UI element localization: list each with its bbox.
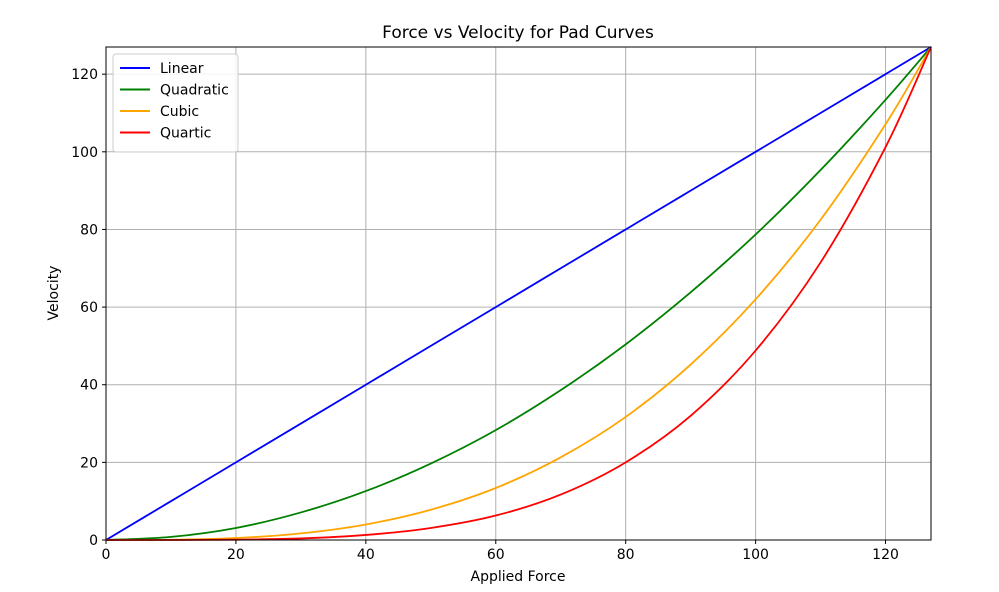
legend-label-quadratic: Quadratic bbox=[160, 83, 229, 99]
axis-ticks: 0 20 40 60 80 100 120 0 20 40 60 80 100 120 bbox=[71, 67, 899, 563]
x-tick-label-100: 100 bbox=[742, 547, 769, 563]
legend: Linear Quadratic Cubic Quartic bbox=[112, 53, 239, 153]
y-tick-label-60: 60 bbox=[80, 300, 98, 316]
y-tick-label-40: 40 bbox=[80, 378, 98, 394]
y-tick-label-100: 100 bbox=[71, 145, 98, 161]
x-axis-title: Applied Force bbox=[471, 569, 566, 585]
legend-label-cubic: Cubic bbox=[160, 104, 199, 120]
legend-box bbox=[112, 53, 239, 153]
y-tick-label-80: 80 bbox=[80, 222, 98, 238]
y-axis-title: Velocity bbox=[46, 266, 62, 321]
x-tick-label-80: 80 bbox=[617, 547, 635, 563]
x-tick-label-40: 40 bbox=[357, 547, 375, 563]
chart-title: Force vs Velocity for Pad Curves bbox=[382, 23, 654, 43]
legend-label-quartic: Quartic bbox=[160, 126, 211, 142]
series-line-quadratic bbox=[105, 46, 932, 541]
y-tick-label-0: 0 bbox=[89, 533, 98, 549]
x-tick-label-20: 20 bbox=[227, 547, 245, 563]
series-line-linear bbox=[105, 46, 932, 541]
plot-frame bbox=[105, 46, 932, 541]
x-tick-label-60: 60 bbox=[487, 547, 505, 563]
x-tick-label-120: 120 bbox=[872, 547, 899, 563]
legend-label-linear: Linear bbox=[160, 61, 204, 77]
series-line-cubic bbox=[105, 46, 932, 541]
y-tick-label-20: 20 bbox=[80, 455, 98, 471]
y-tick-label-120: 120 bbox=[71, 67, 98, 83]
x-tick-label-0: 0 bbox=[102, 547, 111, 563]
